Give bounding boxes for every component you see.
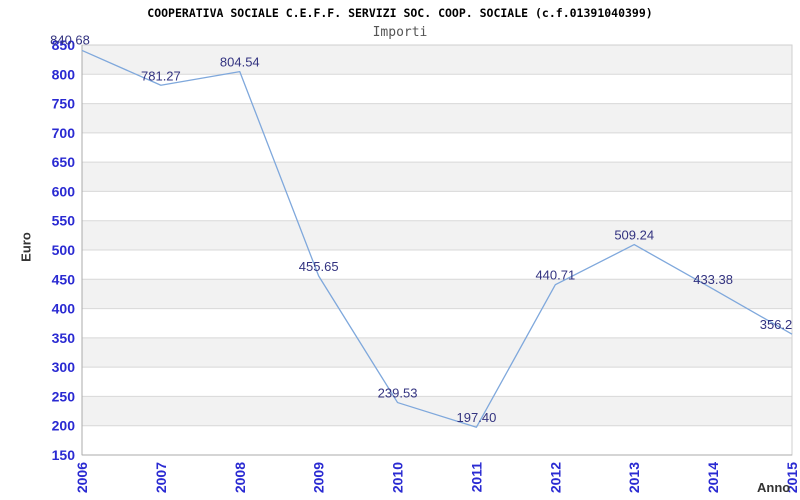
data-point-label: 840.68 — [50, 32, 90, 47]
y-tick-label: 500 — [52, 242, 76, 258]
x-tick-label: 2008 — [232, 462, 248, 493]
data-point-label: 356.2 — [760, 317, 793, 332]
y-tick-label: 250 — [52, 388, 76, 404]
x-tick-label: 2009 — [311, 462, 327, 493]
y-tick-label: 400 — [52, 301, 76, 317]
plot-band — [82, 396, 792, 426]
data-point-label: 440.71 — [535, 268, 575, 283]
plot-band — [82, 220, 792, 250]
y-tick-label: 600 — [52, 183, 76, 199]
y-tick-label: 800 — [52, 66, 76, 82]
x-tick-label: 2015 — [784, 462, 800, 493]
y-tick-label: 850 — [52, 37, 76, 53]
data-line — [81, 49, 793, 428]
y-tick-label: 750 — [52, 96, 76, 112]
x-tick-label: 2010 — [390, 462, 406, 493]
y-tick-label: 200 — [52, 418, 76, 434]
chart-subtitle: Importi — [372, 25, 428, 40]
y-tick-label: 550 — [52, 213, 76, 229]
x-axis-title: Anno — [757, 480, 791, 495]
data-point-label: 509.24 — [614, 228, 654, 243]
plot-band — [82, 337, 792, 368]
data-point-label: 455.65 — [299, 259, 339, 274]
y-axis-title: Euro — [18, 232, 34, 262]
y-tick-label: 300 — [52, 359, 76, 375]
y-tick-label: 150 — [52, 447, 76, 463]
data-point-label: 239.53 — [378, 386, 418, 401]
data-point-label: 804.54 — [220, 55, 260, 70]
plot-band — [82, 45, 792, 75]
plot-band — [82, 162, 792, 192]
data-point-label: 433.38 — [693, 272, 733, 287]
plot-band — [82, 279, 792, 309]
data-point-label: 197.40 — [457, 410, 497, 425]
x-tick-label: 2011 — [468, 462, 484, 493]
y-tick-label: 650 — [52, 154, 76, 170]
y-tick-label: 350 — [52, 330, 76, 346]
y-tick-label: 700 — [52, 125, 76, 141]
x-tick-label: 2013 — [626, 462, 642, 493]
x-tick-label: 2007 — [153, 462, 169, 493]
plot-band — [82, 103, 792, 133]
x-tick-label: 2012 — [547, 462, 563, 493]
x-tick-label: 2014 — [705, 462, 721, 493]
data-point-label: 781.27 — [141, 68, 181, 83]
x-tick-label: 2006 — [74, 462, 90, 493]
y-tick-label: 450 — [52, 271, 76, 287]
chart-title: COOPERATIVA SOCIALE C.E.F.F. SERVIZI SOC… — [147, 6, 653, 20]
